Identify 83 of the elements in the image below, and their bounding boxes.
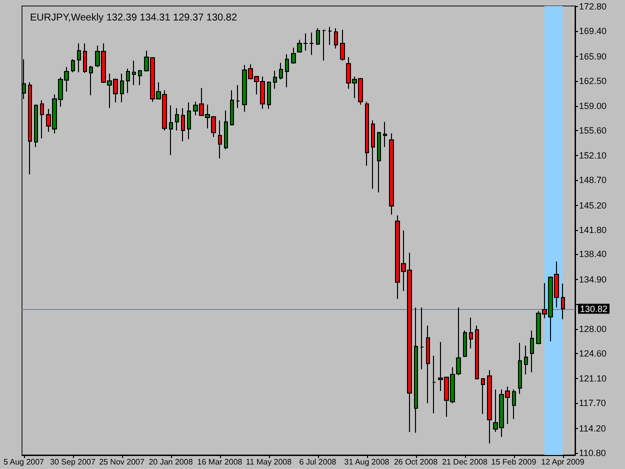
y-tick-label: 114.20	[579, 423, 606, 434]
candlestick	[414, 306, 418, 434]
x-tick-label: 6 Jul 2008	[299, 458, 337, 466]
candlestick	[120, 73, 124, 103]
candlestick	[71, 58, 75, 73]
candlestick	[524, 345, 528, 375]
candlestick	[22, 58, 26, 100]
candlestick	[322, 29, 326, 62]
x-tick-label: 30 Sep 2007	[50, 458, 96, 466]
candlestick	[530, 330, 534, 373]
candlestick	[481, 378, 485, 414]
y-tick-label: 117.70	[579, 398, 606, 408]
y-tick-label: 138.40	[579, 249, 607, 260]
candlestick	[291, 47, 296, 64]
candlestick	[475, 324, 479, 380]
candlestick	[469, 317, 473, 350]
candlestick	[334, 28, 338, 49]
x-tick-label: 31 Aug 2008	[344, 458, 390, 466]
candlestick	[230, 90, 234, 126]
candlestick	[371, 120, 375, 190]
candlestick	[512, 389, 516, 420]
y-tick-label: 165.90	[579, 51, 607, 62]
text: EURJPY,Weekly 132.39 134.31 129.37 130.82	[30, 12, 238, 24]
candlestick	[77, 42, 81, 73]
candlestick	[236, 84, 240, 109]
y-tick-label: 152.10	[579, 150, 607, 161]
candlestick	[389, 132, 394, 216]
candlestick	[34, 104, 38, 148]
candlestick	[224, 110, 228, 150]
candlestick	[316, 28, 320, 46]
candlestick	[383, 121, 387, 148]
x-tick-label: 16 Mar 2008	[197, 458, 243, 466]
candlestick	[309, 32, 314, 56]
x-tick-label: 15 Feb 2009	[491, 458, 537, 466]
candlestick	[181, 108, 185, 142]
candlestick	[175, 108, 179, 131]
candlestick	[267, 81, 271, 110]
x-tick-label: 12 Apr 2009	[541, 458, 585, 466]
y-tick-label: 155.60	[579, 125, 607, 136]
candlestick	[285, 54, 289, 88]
candlestick	[561, 283, 565, 320]
y-tick-label: 121.10	[579, 374, 607, 384]
y-tick-label: 128.00	[579, 324, 607, 334]
candlestick	[169, 104, 173, 156]
y-tick-label: 172.80	[579, 2, 607, 12]
x-tick-label: 26 Oct 2008	[394, 458, 438, 466]
candlestick	[126, 68, 130, 94]
x-tick-label: 5 Aug 2007	[4, 458, 45, 466]
candlestick	[187, 102, 191, 140]
candlestick	[463, 330, 467, 358]
candlestick	[132, 60, 136, 86]
candlestick	[518, 342, 522, 394]
candlestick	[487, 370, 492, 444]
y-tick-label: 124.60	[579, 348, 607, 359]
candlestick	[420, 306, 424, 370]
candlestick	[456, 306, 461, 376]
candlestick	[83, 42, 87, 74]
y-tick-label: 169.40	[579, 26, 607, 36]
candlestick	[138, 70, 142, 86]
y-tick-label: 162.50	[579, 76, 607, 86]
candlestick	[340, 29, 345, 62]
candlestick	[432, 355, 436, 414]
ref-line-label: 130.82	[580, 304, 608, 314]
candlestick	[40, 100, 44, 139]
x-tick-label: 25 Nov 2007	[99, 458, 145, 466]
candlestick	[365, 101, 369, 166]
y-tick-label: 145.20	[579, 200, 607, 210]
y-tick-label: 134.90	[579, 274, 607, 284]
candlestick	[426, 324, 430, 404]
candlestick	[28, 82, 32, 175]
candlestick	[218, 120, 222, 160]
candlestick	[273, 70, 277, 90]
candlestick	[279, 62, 283, 80]
y-tick-label: 159.00	[579, 101, 607, 112]
y-tick-label: 110.80	[579, 448, 606, 458]
candlestick	[328, 26, 332, 46]
candlestick	[377, 131, 381, 193]
x-tick-label: 11 May 2008	[246, 458, 292, 466]
y-tick-label: 148.70	[579, 175, 607, 186]
candlestick	[89, 65, 93, 96]
y-tick-label: 141.80	[579, 224, 607, 235]
x-tick-label: 20 Jan 2008	[148, 458, 194, 466]
x-tick-label: 21 Dec 2008	[442, 458, 488, 466]
